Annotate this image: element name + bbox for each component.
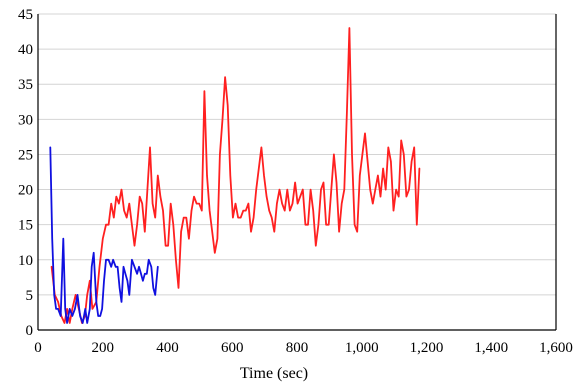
x-axis-tick-labels: 0 200 400 600 800 1,000 1,200 1,400 1,600 <box>34 340 573 356</box>
series-line-1 <box>50 27 421 324</box>
x-tick-label: 200 <box>92 340 115 356</box>
y-tick-label: 10 <box>18 253 33 269</box>
y-tick-label: 0 <box>26 323 34 339</box>
x-tick-label: 400 <box>156 340 179 356</box>
y-tick-label: 20 <box>18 183 33 199</box>
x-tick-label: 1,600 <box>539 340 573 356</box>
y-tick-label: 30 <box>18 112 33 128</box>
series-line-2 <box>49 146 159 324</box>
x-tick-label: 600 <box>221 340 244 356</box>
y-tick-label: 35 <box>18 77 33 93</box>
x-tick-label: 1,400 <box>474 340 508 356</box>
y-tick-label: 25 <box>18 147 33 163</box>
x-tick-label: 1,000 <box>345 340 379 356</box>
x-tick-label: 800 <box>286 340 309 356</box>
plot-frame <box>37 14 557 331</box>
y-tick-label: 15 <box>18 218 33 234</box>
x-axis-title: Time (sec) <box>240 365 308 382</box>
x-tick-label: 0 <box>34 340 42 356</box>
y-tick-label: 45 <box>18 7 33 23</box>
grid-layer <box>38 13 556 296</box>
y-axis-tick-labels: 0 5 10 15 20 25 30 35 40 45 <box>18 7 33 339</box>
y-tick-label: 5 <box>26 288 34 304</box>
x-tick-label: 1,200 <box>410 340 444 356</box>
y-tick-label: 40 <box>18 42 33 58</box>
series-layer <box>49 27 421 324</box>
